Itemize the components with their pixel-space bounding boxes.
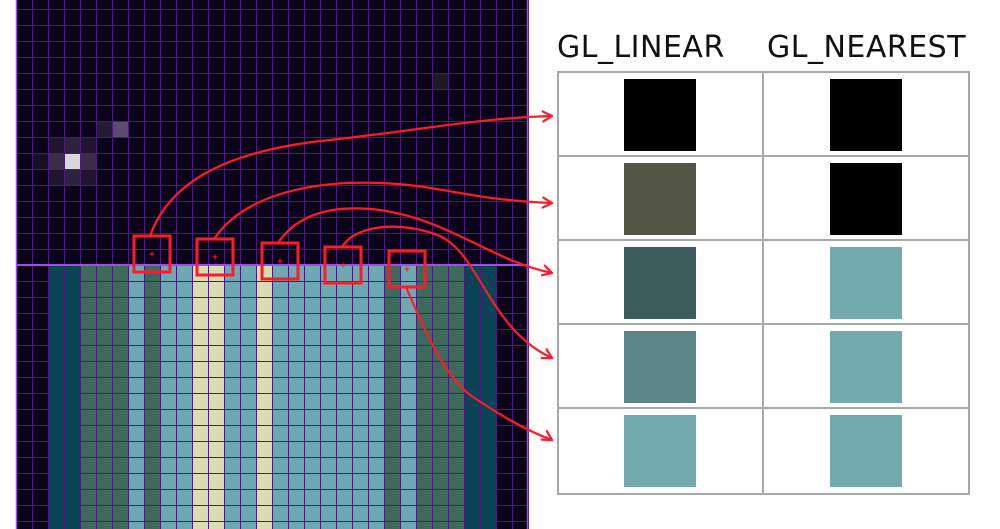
pixel-grid-texture: [15, 0, 529, 529]
table-cell-linear: [559, 241, 764, 325]
glow-pixel: [96, 121, 112, 137]
sample-swatch-nearest: [829, 163, 902, 235]
table-cell-linear: [559, 157, 764, 241]
glow-pixel: [48, 153, 64, 169]
gl-linear-header: GL_LINEAR: [557, 30, 725, 65]
sample-swatch-nearest: [829, 415, 902, 487]
arrow-head: [540, 264, 554, 277]
table-cell-nearest: [764, 409, 969, 493]
glow-pixel: [112, 121, 128, 137]
arrow-head: [540, 429, 554, 442]
table-cell-linear: [559, 409, 764, 493]
sample-swatch-nearest: [829, 247, 902, 319]
glow-pixel: [48, 137, 64, 153]
sample-swatch-nearest: [829, 79, 902, 151]
table-cell-nearest: [763, 325, 968, 409]
glow-pixel: [432, 73, 448, 89]
glow-pixel: [80, 153, 96, 169]
glow-pixel: [64, 169, 80, 185]
table-cell-nearest: [763, 73, 968, 157]
glow-pixel: [32, 153, 48, 169]
glow-pixel: [80, 169, 96, 185]
sample-swatch-linear: [624, 331, 697, 403]
table-cell-linear: [559, 73, 764, 157]
glow-pixel: [48, 169, 64, 185]
sample-comparison-table: [557, 71, 970, 495]
table-cell-nearest: [763, 241, 968, 325]
texture-stripe: [128, 265, 144, 529]
table-cell-nearest: [763, 157, 968, 241]
sample-swatch-linear: [624, 163, 697, 235]
table-cell-linear: [559, 325, 764, 409]
texture-stripe: [80, 265, 128, 529]
glow-pixel: [64, 137, 80, 153]
sample-swatch-linear: [624, 247, 697, 319]
gl-nearest-header: GL_NEAREST: [767, 30, 967, 65]
glow-pixel: [64, 153, 80, 169]
texture-stripe: [144, 265, 160, 529]
glow-pixel: [80, 137, 96, 153]
arrow-head: [541, 196, 554, 209]
sample-swatch-linear: [624, 79, 697, 151]
sample-swatch-nearest: [829, 331, 902, 403]
arrow-head: [541, 110, 554, 123]
texture-stripe: [256, 265, 272, 529]
sample-swatch-linear: [624, 415, 697, 487]
arrow-head: [540, 348, 554, 360]
